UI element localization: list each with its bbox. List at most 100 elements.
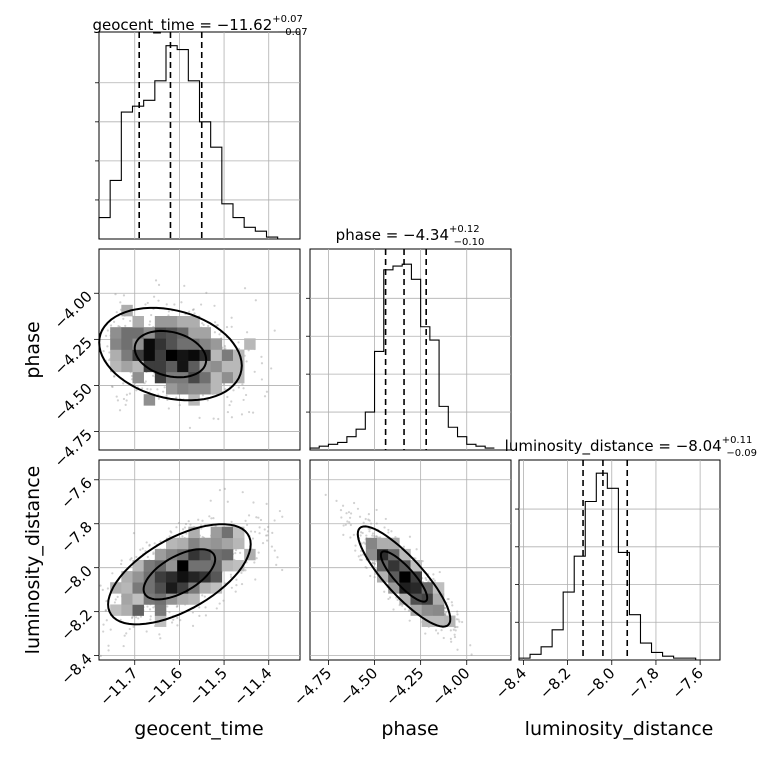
- joint-luminosity-distance-vs-phase-sample-541: [387, 528, 390, 532]
- joint-phase-vs-geocent-time-sample-714: [263, 395, 267, 398]
- joint-luminosity-distance-vs-phase-sample-254: [421, 560, 424, 563]
- joint-luminosity-distance-vs-geocent-time-sample-87: [131, 615, 134, 619]
- joint-luminosity-distance-vs-phase-sample-479: [361, 531, 364, 535]
- joint-phase-vs-geocent-time-density-cell: [143, 349, 156, 361]
- joint-phase-vs-geocent-time-density-cell: [132, 360, 144, 373]
- joint-luminosity-distance-vs-phase-sample-398: [347, 511, 351, 514]
- joint-phase-vs-geocent-time-sample-317: [240, 413, 244, 416]
- joint-luminosity-distance-vs-geocent-time-density-cell: [132, 593, 144, 605]
- joint-phase-vs-geocent-time-density-cell: [110, 360, 122, 373]
- joint-luminosity-distance-vs-phase-sample-202: [402, 545, 405, 548]
- ytick-label-phase-1: −4.50: [51, 380, 96, 425]
- joint-luminosity-distance-vs-phase-density-cell: [399, 560, 411, 572]
- joint-luminosity-distance-vs-geocent-time-sample-419: [198, 614, 201, 617]
- title-phase: phase = −4.34+0.12 −0.10: [336, 224, 485, 248]
- joint-phase-vs-geocent-time-sample-159: [122, 317, 125, 320]
- joint-phase-vs-geocent-time-sample-251: [254, 299, 257, 302]
- joint-luminosity-distance-vs-phase-density-cell: [410, 604, 422, 616]
- joint-luminosity-distance-vs-geocent-time-sample-702: [226, 500, 229, 503]
- joint-luminosity-distance-vs-geocent-time-sample-220: [139, 548, 142, 551]
- joint-luminosity-distance-vs-geocent-time-sample-389: [149, 618, 152, 621]
- joint-luminosity-distance-vs-phase-density-cell: [388, 571, 400, 583]
- joint-luminosity-distance-vs-phase-sample-774: [454, 629, 457, 632]
- joint-phase-vs-geocent-time-sample-711: [224, 347, 227, 350]
- joint-luminosity-distance-vs-phase-sample-798: [443, 607, 447, 610]
- joint-phase-vs-geocent-time-density-cell: [199, 371, 211, 384]
- joint-luminosity-distance-vs-phase-sample-565: [456, 625, 459, 629]
- joint-phase-vs-geocent-time-sample-142: [212, 417, 215, 420]
- joint-luminosity-distance-vs-phase-sample-153: [403, 608, 407, 611]
- joint-luminosity-distance-vs-geocent-time-sample-396: [168, 611, 171, 614]
- joint-luminosity-distance-vs-geocent-time-density-cell: [199, 548, 211, 561]
- joint-luminosity-distance-vs-geocent-time-sample-440: [152, 606, 155, 609]
- joint-phase-vs-geocent-time-sample-322: [157, 283, 161, 286]
- joint-luminosity-distance-vs-phase-sample-848: [368, 530, 371, 533]
- panel-phase-vs-geocent-time: [98, 248, 301, 451]
- joint-phase-geocent-time-marks: [98, 249, 300, 450]
- joint-phase-vs-geocent-time-sample-262: [243, 287, 247, 290]
- joint-luminosity-distance-vs-phase-sample-93: [359, 549, 363, 553]
- ytick-label-phase-3: −4.00: [51, 287, 96, 332]
- joint-luminosity-distance-vs-phase-sample-556: [359, 531, 363, 534]
- joint-luminosity-distance-vs-geocent-time-sample-93: [130, 557, 133, 560]
- panel-luminosity-distance-vs-geocent-time: [98, 459, 301, 661]
- joint-luminosity-distance-vs-geocent-time-density-cell: [199, 560, 211, 572]
- joint-phase-vs-geocent-time-sample-133: [102, 350, 105, 353]
- joint-luminosity-distance-vs-geocent-time-sample-429: [247, 514, 251, 517]
- joint-luminosity-distance-vs-geocent-time-sample-880: [203, 595, 206, 598]
- joint-luminosity-distance-vs-geocent-time-sample-409: [125, 632, 128, 635]
- ytick-label-luminosity-distance-4: −7.6: [57, 474, 95, 512]
- joint-luminosity-distance-vs-geocent-time-sample-387: [267, 525, 270, 529]
- joint-phase-vs-geocent-time-sample-472: [154, 279, 158, 282]
- title-luminosity-distance-label: luminosity_distance: [505, 437, 654, 456]
- joint-luminosity-distance-vs-geocent-time-sample-625: [109, 628, 112, 631]
- joint-phase-vs-geocent-time-density-cell: [132, 371, 144, 384]
- joint-luminosity-distance-vs-geocent-time-sample-11: [223, 582, 226, 585]
- joint-luminosity-distance-vs-phase-sample-743: [444, 612, 447, 615]
- joint-luminosity-distance-vs-geocent-time-density-cell: [177, 537, 189, 550]
- joint-luminosity-distance-vs-phase-sample-849: [359, 558, 362, 561]
- joint-phase-vs-geocent-time-density-cell: [121, 360, 133, 373]
- joint-luminosity-distance-vs-phase-sample-804: [324, 493, 327, 497]
- joint-luminosity-distance-vs-phase-sample-471: [375, 522, 378, 525]
- joint-luminosity-distance-vs-geocent-time-sample-377: [270, 545, 274, 548]
- joint-luminosity-distance-vs-geocent-time-sample-373: [159, 637, 162, 640]
- joint-luminosity-distance-vs-geocent-time-sample-835: [176, 624, 179, 627]
- joint-phase-vs-geocent-time-sample-592: [241, 383, 244, 386]
- joint-luminosity-distance-vs-geocent-time-sample-157: [116, 595, 119, 598]
- joint-luminosity-distance-vs-geocent-time-sample-748: [152, 551, 155, 554]
- joint-phase-vs-geocent-time-sample-364: [115, 395, 118, 398]
- joint-luminosity-distance-vs-geocent-time-sample-313: [120, 562, 123, 566]
- joint-phase-vs-geocent-time-density-cell: [177, 338, 189, 350]
- joint-luminosity-distance-vs-geocent-time-density-cell: [199, 537, 211, 550]
- joint-luminosity-distance-vs-phase-sample-405: [371, 532, 375, 535]
- joint-phase-vs-geocent-time-sample-390: [152, 374, 155, 377]
- joint-luminosity-distance-vs-geocent-time-density-cell: [188, 571, 200, 583]
- ytick-label-luminosity-distance-0: −8.4: [57, 650, 95, 688]
- joint-luminosity-distance-vs-geocent-time-sample-514: [123, 634, 126, 637]
- joint-luminosity-distance-vs-geocent-time-sample-111: [253, 561, 256, 564]
- joint-luminosity-distance-vs-geocent-time-sample-464: [218, 602, 221, 605]
- title-phase-minus: −0.10: [454, 237, 485, 248]
- joint-luminosity-distance-vs-phase-sample-230: [375, 535, 378, 538]
- joint-luminosity-distance-vs-phase-sample-160: [436, 632, 440, 635]
- joint-luminosity-distance-vs-phase-sample-21: [470, 653, 473, 656]
- joint-phase-vs-geocent-time-sample-39: [122, 294, 126, 297]
- ytick-label-luminosity-distance-2: −8.0: [57, 562, 95, 600]
- joint-luminosity-distance-vs-geocent-time-sample-133: [251, 537, 255, 540]
- joint-phase-vs-geocent-time-sample-196: [245, 360, 248, 363]
- joint-phase-vs-geocent-time-density-cell: [132, 349, 144, 361]
- joint-luminosity-distance-vs-geocent-time-sample-67: [148, 608, 152, 611]
- joint-luminosity-distance-vs-geocent-time-sample-233: [146, 605, 149, 608]
- joint-luminosity-distance-vs-geocent-time-sample-539: [253, 530, 257, 533]
- joint-luminosity-distance-vs-phase-density-cell: [377, 537, 389, 550]
- joint-luminosity-distance-vs-geocent-time-sample-530: [234, 552, 237, 555]
- joint-luminosity-distance-vs-geocent-time-density-cell: [177, 560, 189, 572]
- joint-phase-vs-geocent-time-density-cell: [177, 383, 189, 395]
- joint-luminosity-distance-vs-phase-sample-716: [453, 635, 457, 639]
- joint-luminosity-distance-vs-geocent-time-sample-462: [235, 583, 238, 587]
- joint-phase-vs-geocent-time-sample-443: [188, 310, 191, 313]
- joint-phase-vs-geocent-time-density-cell: [177, 327, 189, 339]
- joint-phase-vs-geocent-time-density-cell: [188, 383, 200, 395]
- joint-luminosity-distance-vs-phase-sample-326: [446, 598, 449, 601]
